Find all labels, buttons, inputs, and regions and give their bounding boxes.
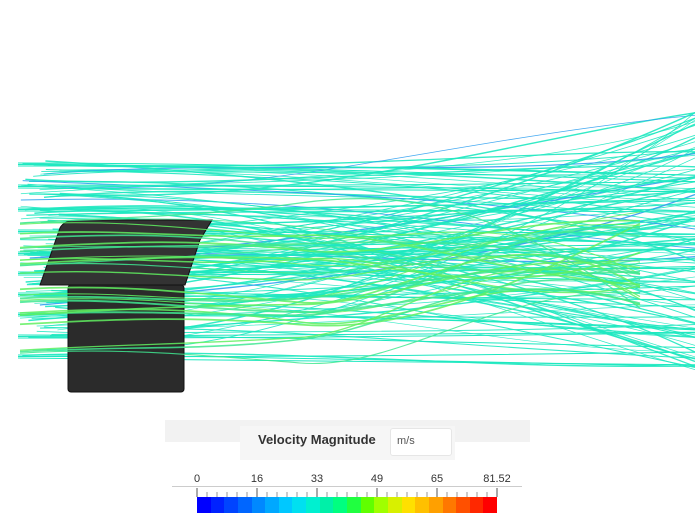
color-bar-segment: [415, 497, 429, 513]
streamline-slow: [19, 291, 641, 365]
color-bar-segment: [292, 497, 307, 513]
unit-selector[interactable]: m/s: [390, 428, 452, 456]
scale-axis: [172, 486, 522, 487]
streamline-slow: [19, 251, 641, 280]
streamline: [25, 165, 695, 183]
streamline-slow: [19, 241, 641, 275]
color-bar-segment: [251, 497, 266, 513]
streamline: [48, 186, 695, 191]
streamline-slow: [19, 231, 641, 274]
color-bar-segment: [360, 497, 375, 513]
legend-title: Velocity Magnitude: [258, 432, 376, 447]
streamline: [17, 185, 695, 193]
scale-tick-label: 49: [370, 473, 384, 485]
color-bar-segment: [237, 497, 252, 513]
color-bar-segment: [469, 497, 484, 513]
color-bar-segment: [210, 497, 225, 513]
streamline: [17, 164, 695, 183]
color-bar-segment: [224, 497, 238, 513]
color-bar-segment: [333, 497, 348, 513]
color-bar: [197, 497, 498, 513]
color-bar-segment: [428, 497, 443, 513]
streamline: [17, 197, 695, 212]
color-bar-segment: [278, 497, 293, 513]
color-bar-segment: [442, 497, 457, 513]
streamline: [33, 164, 695, 202]
streamline-slow: [19, 222, 641, 275]
scale-tick-label: 0: [193, 473, 201, 485]
streamline: [22, 180, 695, 230]
color-bar-segment: [306, 497, 320, 513]
streamline-slow: [19, 219, 641, 253]
color-bar-segment: [319, 497, 334, 513]
streamline-slow: [19, 218, 641, 282]
streamline: [20, 198, 695, 249]
streamline: [54, 114, 695, 189]
streamline-slow: [19, 278, 641, 353]
streamline-slow: [19, 261, 641, 316]
streamline: [20, 205, 695, 244]
color-bar-segment: [347, 497, 361, 513]
streamline: [40, 168, 695, 176]
streamline-slow: [19, 255, 641, 300]
scale-tick-label: 81.52: [483, 473, 511, 485]
color-bar-segment: [197, 497, 211, 513]
color-bar-segment: [387, 497, 402, 513]
streamline: [49, 195, 695, 283]
scale-tick-label: 33: [310, 473, 324, 485]
scale-tick-label: 16: [250, 473, 264, 485]
streamline-slow: [19, 253, 641, 304]
streamline: [45, 160, 695, 262]
color-bar-segment: [374, 497, 388, 513]
color-bar-segment: [483, 497, 498, 513]
streamline-slow: [19, 226, 641, 317]
unit-label: m/s: [397, 435, 415, 447]
streamline: [17, 165, 695, 176]
scale-tick-label: 65: [430, 473, 444, 485]
streamline-slow: [19, 268, 641, 351]
streamline-front-group: [19, 198, 641, 365]
streamline-slow: [19, 246, 641, 277]
streamline: [17, 162, 695, 176]
color-bar-segment: [401, 497, 416, 513]
streamline-slow: [19, 288, 641, 313]
streamline: [17, 181, 695, 186]
color-bar-segment: [456, 497, 470, 513]
streamline-slow: [19, 198, 641, 309]
color-bar-segment: [265, 497, 279, 513]
streamline: [17, 207, 695, 213]
streamline-slow: [19, 234, 641, 275]
